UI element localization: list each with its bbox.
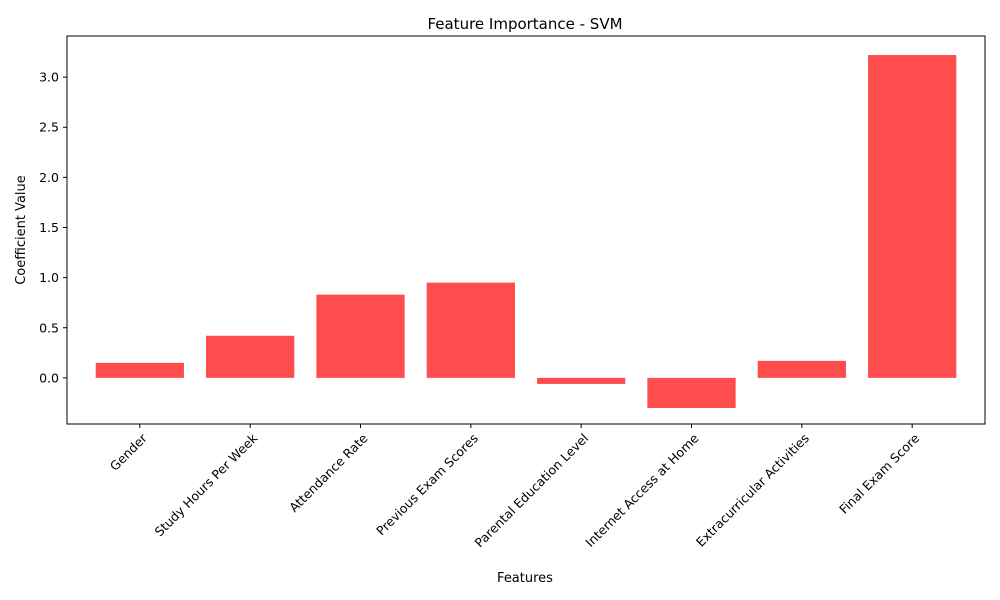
y-axis-ticks: 0.0 0.5 1.0 1.5 2.0 2.5 3.0 — [39, 70, 67, 385]
x-tick-label: Gender — [107, 430, 151, 474]
x-tick-label: Extracurricular Activities — [693, 431, 812, 550]
y-tick-label: 1.5 — [39, 220, 59, 235]
plot-frame — [66, 35, 986, 425]
y-axis-label: Coefficient Value — [14, 175, 29, 285]
bar-previous-exam-scores — [426, 282, 515, 378]
bar-internet-access-at-home — [647, 377, 736, 408]
bar-final-exam-score — [868, 55, 957, 378]
x-axis-ticks: Gender Study Hours Per Week Attendance Rat… — [107, 424, 923, 550]
bar-gender — [95, 362, 184, 378]
x-tick-label: Internet Access at Home — [582, 430, 702, 550]
x-tick-label: Parental Education Level — [472, 431, 592, 551]
bar-extracurricular-activities — [757, 360, 846, 378]
x-tick-label: Previous Exam Scores — [373, 431, 481, 539]
bar-parental-education-level — [537, 377, 626, 384]
y-tick-label: 1.0 — [39, 270, 59, 285]
y-tick-label: 2.5 — [39, 120, 59, 135]
y-tick-label: 3.0 — [39, 70, 59, 85]
bar-attendance-rate — [316, 294, 405, 378]
x-tick-label: Final Exam Score — [836, 430, 922, 516]
chart-title: Feature Importance - SVM — [427, 15, 622, 33]
bars-group — [95, 55, 957, 408]
y-tick-label: 2.0 — [39, 170, 59, 185]
bar-study-hours-per-week — [206, 335, 295, 378]
x-tick-label: Study Hours Per Week — [152, 430, 261, 539]
x-tick-label: Attendance Rate — [286, 430, 371, 515]
y-tick-label: 0.5 — [39, 320, 59, 335]
x-axis-label: Features — [497, 571, 553, 586]
y-tick-label: 0.0 — [39, 370, 59, 385]
